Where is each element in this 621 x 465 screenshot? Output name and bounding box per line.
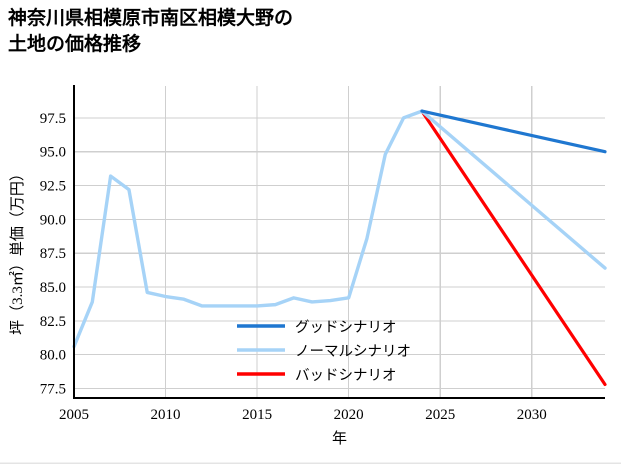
y-tick-label: 90.0: [40, 212, 66, 228]
x-axis-ticks: 2005 2010 2015 2020 2025 2030: [59, 407, 547, 423]
y-tick-label: 97.5: [40, 111, 66, 127]
series-group: [72, 109, 607, 387]
series-line: [420, 109, 607, 154]
legend-label: ノーマルシナリオ: [295, 344, 411, 360]
series-line: [72, 109, 607, 349]
y-tick-label: 85.0: [40, 280, 66, 296]
y-tick-label: 77.5: [40, 382, 66, 398]
x-tick-label: 2010: [151, 407, 181, 423]
legend-label: バッドシナリオ: [295, 368, 397, 384]
x-axis-title: 年: [332, 430, 347, 447]
chart-title: 神奈川県相模原市南区相模大野の 土地の価格推移: [8, 8, 294, 56]
x-tick-label: 2025: [425, 407, 455, 423]
y-tick-label: 80.0: [40, 348, 66, 364]
y-axis-ticks: 77.5 80.0 82.5 85.0 87.5 90.0 92.5 95.0 97.5: [40, 111, 66, 398]
x-tick-label: 2015: [242, 407, 272, 423]
y-tick-label: 87.5: [40, 246, 66, 262]
y-tick-label: 82.5: [40, 314, 66, 330]
y-tick-label: 92.5: [40, 179, 66, 195]
y-tick-label: 95.0: [40, 145, 66, 161]
axis-spines: [72, 85, 605, 400]
y-axis-title: 坪（3.3㎡）単価（万円）: [9, 166, 26, 335]
gridlines: [73, 86, 605, 398]
x-tick-label: 2005: [59, 407, 89, 423]
x-tick-label: 2030: [517, 407, 547, 423]
x-tick-label: 2020: [334, 407, 364, 423]
series-line: [420, 109, 607, 387]
legend-label: グッドシナリオ: [295, 319, 397, 336]
